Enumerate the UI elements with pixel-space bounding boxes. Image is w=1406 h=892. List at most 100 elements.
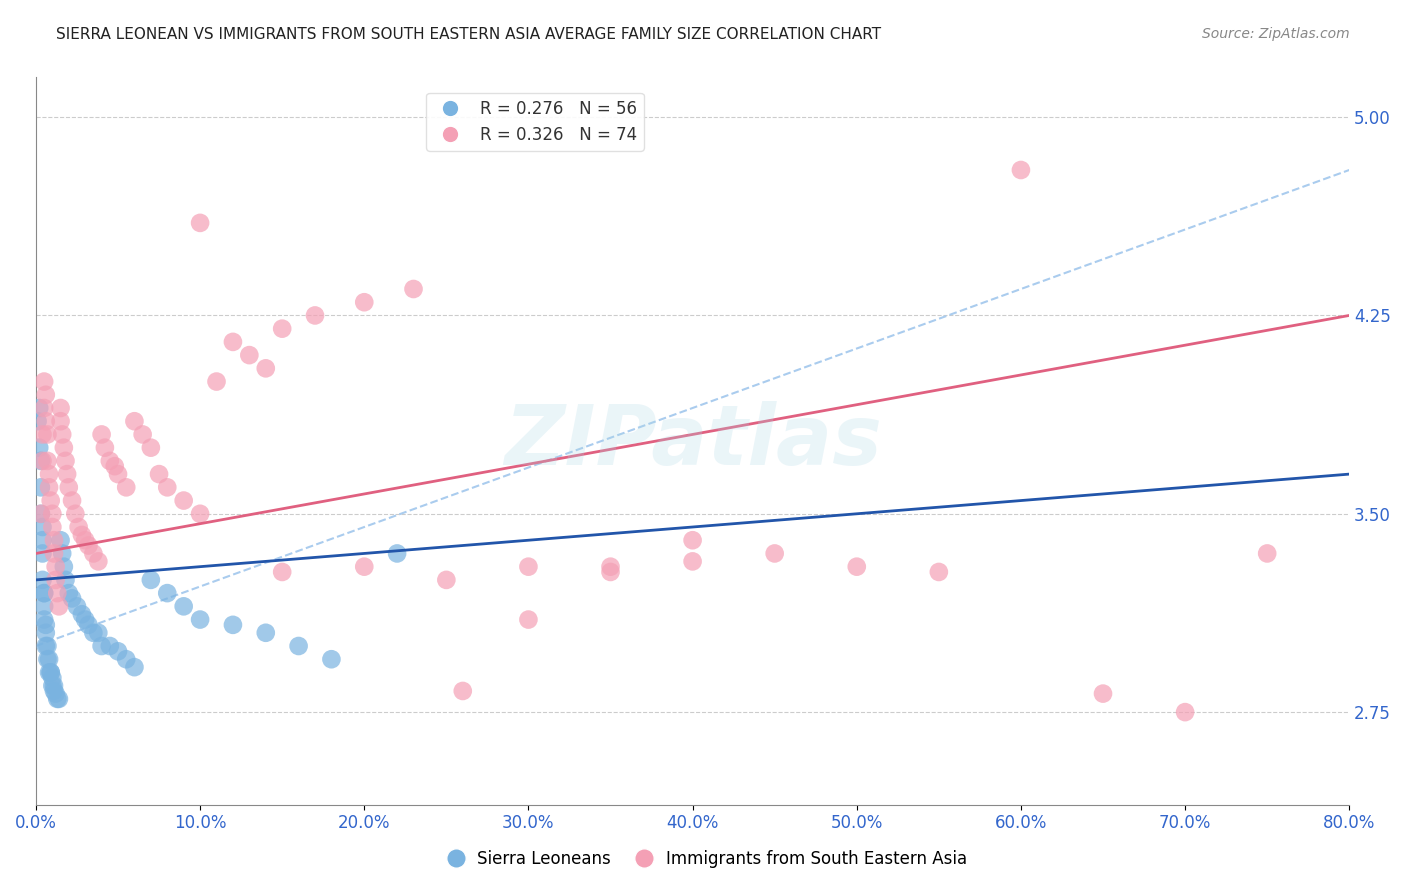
Point bbox=[31, 454, 53, 468]
Point bbox=[32, 613, 55, 627]
Point bbox=[77, 618, 100, 632]
Point bbox=[52, 559, 75, 574]
Point bbox=[173, 493, 195, 508]
Point bbox=[188, 507, 211, 521]
Point bbox=[46, 692, 69, 706]
Point bbox=[222, 618, 245, 632]
Point bbox=[94, 441, 117, 455]
Point bbox=[304, 309, 326, 323]
Point bbox=[42, 546, 65, 560]
Point bbox=[107, 467, 129, 482]
Point bbox=[41, 671, 63, 685]
Point bbox=[254, 625, 277, 640]
Point bbox=[1010, 163, 1032, 178]
Point bbox=[287, 639, 309, 653]
Point bbox=[385, 546, 408, 560]
Point bbox=[39, 665, 62, 680]
Point bbox=[55, 454, 77, 468]
Point bbox=[271, 565, 294, 579]
Text: ZIPatlas: ZIPatlas bbox=[503, 401, 882, 482]
Point bbox=[599, 565, 621, 579]
Point bbox=[51, 427, 73, 442]
Point bbox=[173, 599, 195, 614]
Legend: R = 0.276   N = 56, R = 0.326   N = 74: R = 0.276 N = 56, R = 0.326 N = 74 bbox=[426, 93, 644, 151]
Point bbox=[517, 559, 540, 574]
Point bbox=[90, 639, 112, 653]
Point bbox=[90, 427, 112, 442]
Point bbox=[32, 599, 55, 614]
Point bbox=[87, 554, 110, 568]
Point bbox=[56, 467, 79, 482]
Point bbox=[98, 454, 121, 468]
Point bbox=[31, 573, 53, 587]
Point bbox=[1092, 687, 1115, 701]
Point bbox=[70, 528, 93, 542]
Point bbox=[48, 692, 70, 706]
Point bbox=[66, 599, 89, 614]
Point bbox=[682, 554, 704, 568]
Text: SIERRA LEONEAN VS IMMIGRANTS FROM SOUTH EASTERN ASIA AVERAGE FAMILY SIZE CORRELA: SIERRA LEONEAN VS IMMIGRANTS FROM SOUTH … bbox=[56, 27, 882, 42]
Point bbox=[82, 625, 104, 640]
Point bbox=[156, 480, 179, 494]
Point bbox=[763, 546, 786, 560]
Point bbox=[131, 427, 153, 442]
Point bbox=[434, 573, 457, 587]
Point bbox=[52, 441, 75, 455]
Point bbox=[37, 427, 59, 442]
Point bbox=[31, 427, 53, 442]
Point bbox=[49, 401, 72, 415]
Point bbox=[38, 480, 60, 494]
Point bbox=[35, 618, 58, 632]
Point bbox=[682, 533, 704, 548]
Point bbox=[451, 684, 474, 698]
Point bbox=[42, 684, 65, 698]
Point bbox=[107, 644, 129, 658]
Point bbox=[51, 546, 73, 560]
Point bbox=[115, 480, 138, 494]
Point bbox=[41, 507, 63, 521]
Point bbox=[67, 520, 90, 534]
Point bbox=[46, 586, 69, 600]
Point bbox=[75, 613, 97, 627]
Point bbox=[45, 687, 67, 701]
Point bbox=[87, 625, 110, 640]
Point bbox=[98, 639, 121, 653]
Point bbox=[353, 295, 375, 310]
Point bbox=[599, 559, 621, 574]
Point bbox=[928, 565, 950, 579]
Point bbox=[32, 375, 55, 389]
Point bbox=[156, 586, 179, 600]
Point bbox=[75, 533, 97, 548]
Point bbox=[77, 539, 100, 553]
Point bbox=[60, 493, 83, 508]
Point bbox=[254, 361, 277, 376]
Point bbox=[48, 599, 70, 614]
Point bbox=[39, 665, 62, 680]
Point bbox=[402, 282, 425, 296]
Point bbox=[70, 607, 93, 622]
Point bbox=[55, 573, 77, 587]
Point bbox=[41, 679, 63, 693]
Point bbox=[353, 559, 375, 574]
Point bbox=[30, 507, 52, 521]
Point bbox=[148, 467, 170, 482]
Point bbox=[1174, 705, 1197, 719]
Point bbox=[35, 639, 58, 653]
Point bbox=[31, 520, 53, 534]
Point bbox=[271, 321, 294, 335]
Point bbox=[30, 507, 52, 521]
Point bbox=[1256, 546, 1278, 560]
Point bbox=[238, 348, 260, 362]
Point bbox=[42, 533, 65, 548]
Point bbox=[31, 546, 53, 560]
Point bbox=[139, 573, 162, 587]
Point bbox=[82, 546, 104, 560]
Point bbox=[27, 414, 49, 428]
Point bbox=[31, 533, 53, 548]
Point bbox=[38, 665, 60, 680]
Point bbox=[28, 401, 51, 415]
Point bbox=[32, 586, 55, 600]
Point bbox=[60, 591, 83, 606]
Point bbox=[845, 559, 868, 574]
Point bbox=[35, 625, 58, 640]
